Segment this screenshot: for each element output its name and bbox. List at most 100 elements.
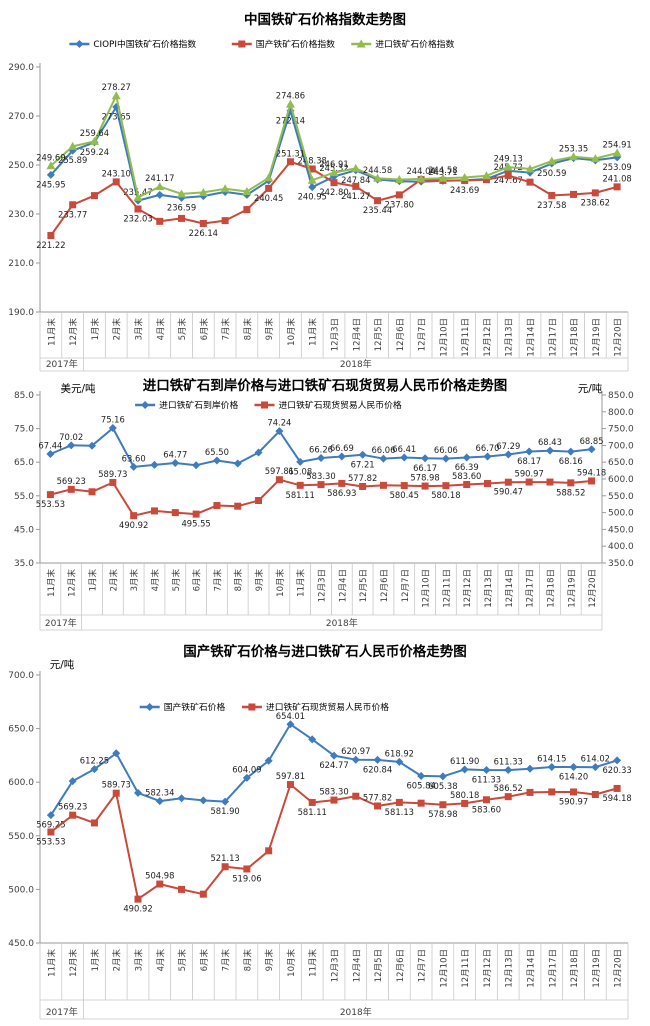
- series-marker: [177, 794, 186, 803]
- series-marker: [525, 478, 533, 486]
- data-label: 590.97: [559, 796, 588, 806]
- series-marker: [395, 757, 404, 766]
- x-category-label: 12月17日: [548, 318, 558, 357]
- y-axis-right-tick-label: 700.0: [608, 441, 634, 451]
- data-label: 614.15: [537, 754, 566, 764]
- series-marker: [438, 173, 448, 182]
- series-marker: [570, 190, 578, 198]
- series-marker: [265, 847, 273, 855]
- series-marker: [109, 478, 117, 486]
- legend-marker: [238, 40, 246, 48]
- data-label: 235.47: [123, 187, 152, 197]
- series-marker: [566, 447, 575, 456]
- chart-title: 进口铁矿石到岸价格与进口铁矿石现货贸易人民币价格走势图: [143, 377, 508, 394]
- x-category-label: 12月14日: [505, 569, 515, 608]
- data-label: 75.16: [101, 415, 125, 425]
- series-marker: [612, 148, 622, 157]
- data-label: 278.27: [102, 82, 131, 92]
- series-marker: [317, 481, 325, 489]
- data-label: 504.98: [145, 871, 174, 881]
- x-category-label: 8月末: [242, 949, 253, 972]
- series-marker: [265, 184, 273, 192]
- series-marker: [177, 189, 187, 198]
- x-category-label: 12月14日: [527, 949, 537, 988]
- series-marker: [352, 182, 360, 190]
- x-category-label: 10月末: [286, 318, 297, 346]
- series-marker: [373, 755, 382, 764]
- series-marker: [255, 497, 263, 505]
- x-category-label: 11月末: [308, 949, 319, 977]
- data-label: 74.24: [267, 418, 291, 428]
- chart-ciopi-index: 中国铁矿石价格指数走势图 190.0 210.0 230.0 250.0 270.0 29…: [0, 0, 650, 372]
- series-marker: [46, 450, 55, 459]
- series-marker: [199, 796, 208, 805]
- data-label: 597.81: [276, 771, 305, 781]
- data-label: 605.84: [406, 780, 435, 790]
- series-marker: [421, 482, 429, 490]
- x-category-label: 12月3日: [318, 569, 328, 602]
- x-category-label: 11月末: [46, 949, 57, 977]
- series-marker: [591, 791, 599, 799]
- x-category-label: 12月5日: [374, 949, 384, 982]
- data-label: 569.23: [58, 802, 87, 812]
- series-marker: [504, 478, 512, 486]
- y-axis-right-tick-label: 550.0: [608, 492, 634, 502]
- series-marker: [192, 461, 201, 470]
- series-marker: [545, 446, 554, 455]
- data-label: 569.25: [36, 820, 65, 830]
- series-marker: [417, 799, 425, 807]
- series-marker: [547, 763, 556, 772]
- x-category-label: 12月4日: [338, 569, 348, 602]
- y-axis-right-tick-label: 450.0: [608, 525, 634, 535]
- x-category-label: 5月末: [177, 318, 188, 341]
- data-label: 588.52: [556, 487, 585, 497]
- x-category-label: 12月13日: [484, 569, 494, 608]
- data-label: 577.82: [363, 792, 392, 802]
- data-label: 64.77: [163, 449, 187, 459]
- data-label: 68.17: [517, 456, 541, 466]
- data-label: 66.17: [413, 463, 437, 473]
- series-marker: [463, 481, 471, 489]
- x-category-label: 11月末: [308, 318, 319, 346]
- series-marker: [483, 452, 492, 461]
- series-marker: [112, 749, 121, 758]
- x-category-label: 12月19日: [592, 318, 602, 357]
- series-marker: [68, 141, 78, 150]
- legend-item-label: 国产铁矿石价格: [164, 701, 226, 713]
- series-marker: [90, 765, 99, 774]
- x-category-label: 12月13日: [505, 949, 515, 988]
- x-category-label: 12月6日: [396, 949, 406, 982]
- data-label: 272.14: [276, 115, 305, 125]
- series-marker: [330, 751, 338, 760]
- chart-import-cif-vs-rmb: 进口铁矿石到岸价格与进口铁矿石现货贸易人民币价格走势图 美元/吨 元/吨 35.…: [0, 372, 650, 634]
- data-label: 594.18: [602, 793, 631, 803]
- x-category-label: 7月末: [212, 569, 223, 592]
- series-marker: [264, 756, 273, 765]
- data-label: 273.65: [102, 112, 131, 122]
- data-label: 66.39: [455, 462, 479, 472]
- y-axis-tick-label: 700.0: [8, 671, 34, 681]
- series-marker: [133, 192, 143, 201]
- data-label: 66.26: [309, 444, 333, 454]
- data-label: 66.69: [330, 443, 354, 453]
- data-label: 259.64: [80, 128, 109, 138]
- y-axis-right-tick-label: 650.0: [608, 458, 634, 468]
- data-label: 578.98: [428, 809, 457, 819]
- series-marker: [442, 482, 450, 490]
- data-label: 589.73: [102, 780, 131, 790]
- series-marker: [613, 756, 622, 765]
- x-category-label: 12月10日: [439, 949, 449, 988]
- series-marker: [338, 479, 346, 487]
- series-marker: [352, 792, 360, 800]
- data-label: 582.34: [145, 788, 174, 798]
- series-marker: [613, 784, 621, 792]
- x-category-label: 12月6日: [380, 569, 390, 602]
- series-marker: [337, 452, 346, 461]
- data-label: 243.10: [102, 168, 131, 178]
- series-marker: [613, 183, 621, 191]
- y-axis-right-tick-label: 350.0: [608, 559, 634, 569]
- data-label: 237.58: [537, 200, 566, 210]
- data-label: 611.33: [472, 775, 501, 785]
- x-category-label: 12月13日: [505, 318, 515, 357]
- y-axis-right-tick-label: 600.0: [608, 475, 634, 485]
